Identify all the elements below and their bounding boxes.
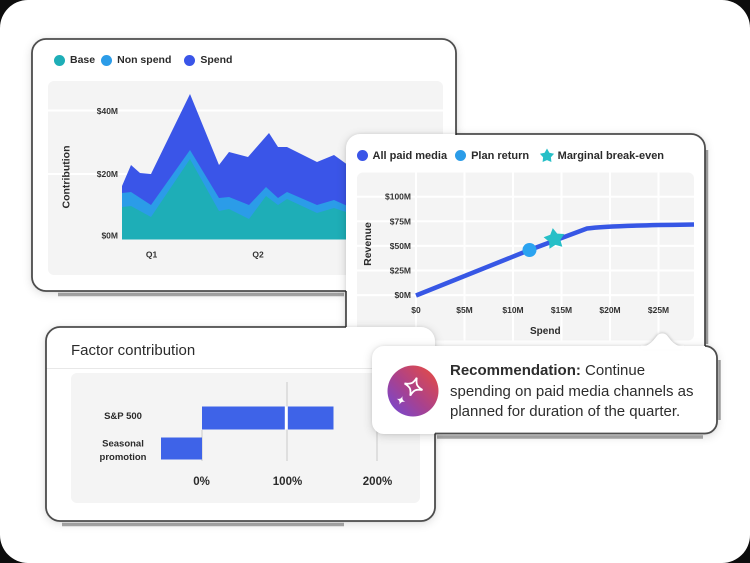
- svg-text:promotion: promotion: [100, 452, 147, 463]
- svg-text:$25M: $25M: [390, 266, 411, 276]
- svg-text:S&P 500: S&P 500: [104, 411, 142, 422]
- svg-text:$100M: $100M: [385, 192, 411, 202]
- svg-text:Q1: Q1: [146, 250, 158, 260]
- svg-text:$50M: $50M: [390, 241, 411, 251]
- svg-text:$0: $0: [411, 305, 421, 315]
- svg-text:Revenue: Revenue: [362, 222, 374, 266]
- svg-text:$20M: $20M: [599, 305, 620, 315]
- svg-text:$20M: $20M: [97, 169, 118, 179]
- svg-text:$0M: $0M: [394, 290, 411, 300]
- svg-text:$25M: $25M: [648, 305, 669, 315]
- svg-text:$10M: $10M: [502, 305, 523, 315]
- svg-text:$75M: $75M: [390, 216, 411, 226]
- svg-text:Seasonal: Seasonal: [102, 438, 144, 449]
- svg-text:0%: 0%: [193, 476, 210, 488]
- svg-text:100%: 100%: [273, 476, 302, 488]
- svg-text:Contribution: Contribution: [61, 146, 73, 209]
- svg-text:200%: 200%: [363, 476, 392, 488]
- svg-text:$0M: $0M: [101, 231, 118, 241]
- svg-text:Q2: Q2: [252, 250, 264, 260]
- svg-text:$15M: $15M: [551, 305, 572, 315]
- svg-text:$40M: $40M: [97, 106, 118, 116]
- svg-text:$5M: $5M: [456, 305, 473, 315]
